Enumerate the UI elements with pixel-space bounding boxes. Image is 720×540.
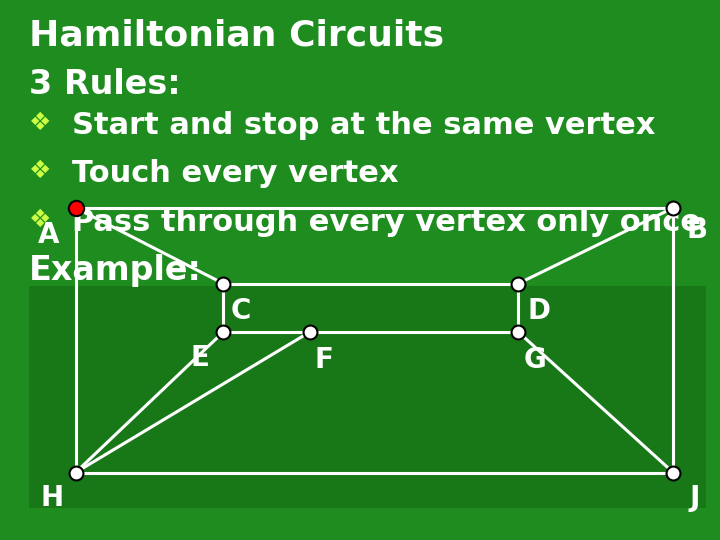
Text: C: C [231, 297, 251, 325]
Text: E: E [190, 344, 209, 372]
Text: H: H [40, 484, 63, 512]
Text: Example:: Example: [29, 254, 202, 287]
Text: Start and stop at the same vertex: Start and stop at the same vertex [72, 111, 655, 140]
Text: B: B [686, 216, 708, 244]
Text: D: D [527, 297, 550, 325]
Text: A: A [37, 221, 59, 249]
Text: Hamiltonian Circuits: Hamiltonian Circuits [29, 19, 444, 53]
Text: Pass through every vertex only once: Pass through every vertex only once [72, 208, 701, 237]
Text: ❖: ❖ [29, 159, 51, 183]
Text: J: J [690, 484, 700, 512]
Text: G: G [523, 346, 546, 374]
Text: ❖: ❖ [29, 111, 51, 134]
Text: ❖: ❖ [29, 208, 51, 232]
Text: 3 Rules:: 3 Rules: [29, 68, 181, 100]
Text: F: F [315, 346, 333, 374]
FancyBboxPatch shape [29, 286, 706, 508]
Text: Touch every vertex: Touch every vertex [72, 159, 398, 188]
